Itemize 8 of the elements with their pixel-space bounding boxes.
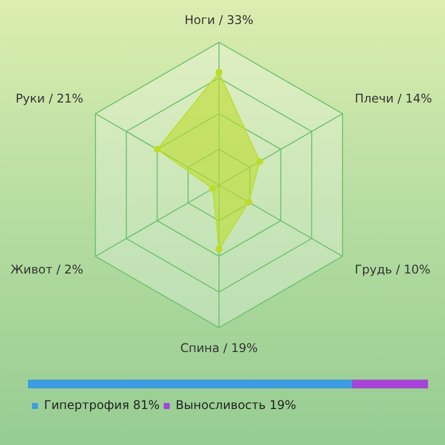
spoke-label: Грудь / 10% (354, 262, 430, 277)
spoke-label: Плечи / 14% (354, 92, 432, 106)
spoke-label: Руки / 21% (16, 92, 84, 106)
legend-label: Гипертрофия 81% (44, 398, 160, 412)
spoke-label: Спина / 19% (180, 341, 258, 356)
legend-label: Выносливость 19% (176, 398, 296, 412)
spoke-label: Живот / 2% (10, 262, 84, 277)
spoke-label: Ноги / 33% (184, 13, 254, 28)
